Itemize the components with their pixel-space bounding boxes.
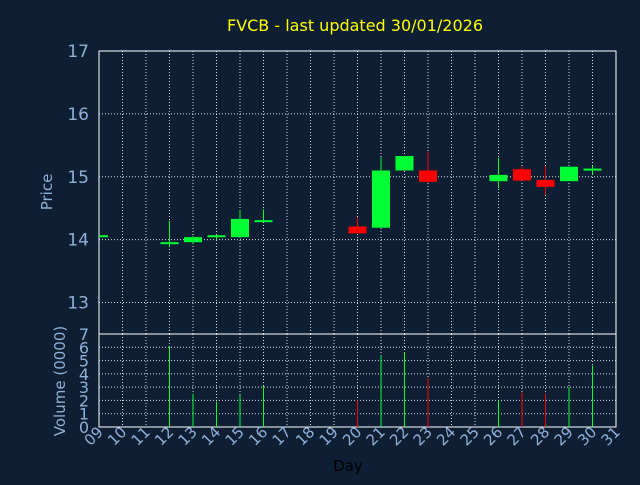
candle-body — [372, 170, 390, 228]
price-grid — [98, 50, 617, 334]
volume-tick-label: 0 — [79, 418, 89, 437]
candle-body — [560, 166, 578, 182]
volume-tick-label: 3 — [79, 378, 89, 397]
price-tick-label: 17 — [67, 42, 89, 62]
candle-body — [419, 170, 437, 182]
price-tick-label: 13 — [67, 294, 89, 314]
price-y-ticks: 13 14 15 16 17 — [67, 42, 89, 314]
price-tick-label: 16 — [67, 105, 89, 125]
candle-body — [207, 235, 226, 238]
price-tick-label: 14 — [67, 231, 89, 251]
volume-tick-label: 5 — [79, 352, 89, 371]
candle-body — [536, 179, 555, 187]
candle-body — [254, 220, 273, 223]
volume-tick-label: 1 — [79, 405, 89, 424]
candle-body — [395, 156, 414, 171]
x-axis-label: Day — [333, 457, 363, 475]
candle-body — [231, 218, 249, 238]
price-axis-label: Price — [38, 174, 56, 211]
price-tick-label: 15 — [67, 168, 89, 188]
volume-tick-label: 7 — [79, 325, 89, 344]
candle-body — [99, 235, 108, 238]
volume-tick-label: 6 — [79, 338, 89, 357]
volume-axis-label: Volume (0000) — [51, 326, 69, 436]
candles — [99, 151, 602, 248]
candle-body — [160, 242, 179, 245]
candle-body — [489, 174, 508, 182]
candle-body — [513, 169, 531, 181]
candle-body — [583, 168, 602, 171]
x-ticks: 0910111213141516171819202122232425262728… — [81, 423, 624, 449]
chart-title: FVCB - last updated 30/01/2026 — [227, 16, 483, 35]
volume-tick-label: 2 — [79, 391, 89, 410]
candle-body — [184, 237, 202, 243]
volume-tick-label: 4 — [79, 365, 89, 384]
volume-bars — [169, 345, 593, 427]
candle-body — [348, 226, 367, 234]
